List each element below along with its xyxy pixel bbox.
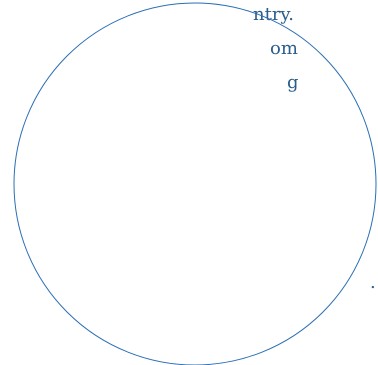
circle-outline — [13, 2, 377, 365]
text-fragment-3: g — [287, 72, 299, 93]
text-fragment-4: . — [370, 272, 376, 293]
text-fragment-1: ntry. — [253, 4, 294, 25]
text-fragment-2: om — [270, 38, 298, 59]
